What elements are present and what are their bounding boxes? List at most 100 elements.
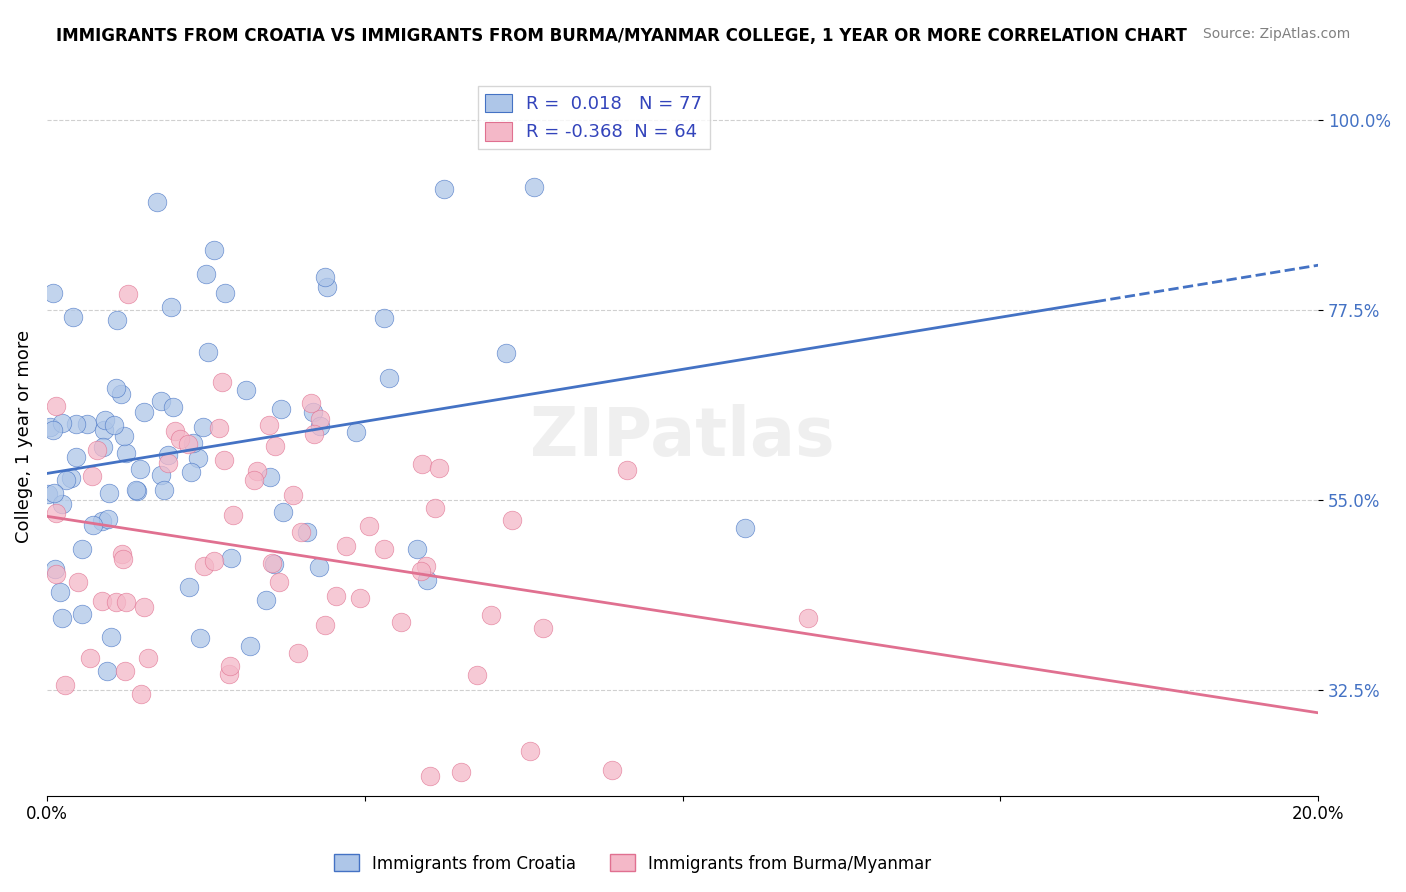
Point: [127, 483, 149, 498]
Point: [91, 440, 114, 454]
Point: [409, 564, 432, 578]
Point: [373, 542, 395, 557]
Point: [349, 591, 371, 605]
Point: [734, 521, 756, 535]
Point: [105, 313, 128, 327]
Point: [214, 286, 236, 301]
Point: [235, 383, 257, 397]
Point: [60, 471, 83, 485]
Point: [86, 443, 108, 458]
Point: [131, 687, 153, 701]
Y-axis label: College, 1 year or more: College, 1 year or more: [15, 330, 32, 543]
Text: ZIPatlas: ZIPatlas: [530, 403, 835, 469]
Point: [270, 401, 292, 416]
Point: [117, 287, 139, 301]
Point: [211, 375, 233, 389]
Point: [98, 485, 121, 500]
Point: [519, 744, 541, 758]
Point: [222, 508, 245, 523]
Point: [51, 416, 73, 430]
Point: [79, 650, 101, 665]
Point: [195, 267, 218, 281]
Point: [299, 396, 322, 410]
Point: [45, 506, 67, 520]
Point: [373, 311, 395, 326]
Point: [93, 424, 115, 438]
Point: [212, 453, 235, 467]
Point: [316, 279, 339, 293]
Point: [308, 412, 330, 426]
Point: [55, 474, 77, 488]
Point: [495, 346, 517, 360]
Point: [138, 650, 160, 665]
Legend: R =  0.018   N = 77, R = -0.368  N = 64: R = 0.018 N = 77, R = -0.368 N = 64: [478, 87, 710, 149]
Text: Source: ZipAtlas.com: Source: ZipAtlas.com: [1202, 27, 1350, 41]
Point: [267, 574, 290, 589]
Point: [42, 423, 65, 437]
Point: [80, 469, 103, 483]
Point: [202, 553, 225, 567]
Point: [304, 426, 326, 441]
Point: [82, 518, 104, 533]
Point: [314, 617, 336, 632]
Point: [188, 631, 211, 645]
Point: [153, 483, 176, 497]
Point: [283, 488, 305, 502]
Point: [45, 399, 67, 413]
Point: [65, 450, 87, 464]
Point: [308, 560, 330, 574]
Point: [193, 420, 215, 434]
Point: [425, 501, 447, 516]
Point: [600, 763, 623, 777]
Point: [264, 439, 287, 453]
Point: [389, 615, 412, 630]
Point: [287, 646, 309, 660]
Point: [239, 639, 262, 653]
Point: [796, 611, 818, 625]
Point: [406, 542, 429, 557]
Point: [42, 485, 65, 500]
Point: [295, 525, 318, 540]
Point: [45, 567, 67, 582]
Point: [134, 599, 156, 614]
Point: [302, 405, 325, 419]
Point: [290, 525, 312, 540]
Point: [111, 547, 134, 561]
Point: [111, 552, 134, 566]
Point: [378, 370, 401, 384]
Point: [256, 593, 278, 607]
Point: [263, 557, 285, 571]
Point: [177, 580, 200, 594]
Point: [76, 417, 98, 431]
Point: [90, 514, 112, 528]
Point: [181, 436, 204, 450]
Point: [112, 429, 135, 443]
Point: [246, 464, 269, 478]
Point: [325, 589, 347, 603]
Point: [219, 551, 242, 566]
Point: [271, 505, 294, 519]
Point: [145, 195, 167, 210]
Point: [411, 457, 433, 471]
Point: [523, 180, 546, 194]
Point: [53, 678, 76, 692]
Point: [105, 594, 128, 608]
Point: [114, 664, 136, 678]
Point: [309, 418, 332, 433]
Point: [37, 487, 59, 501]
Point: [70, 542, 93, 557]
Point: [103, 418, 125, 433]
Point: [157, 448, 180, 462]
Point: [62, 310, 84, 324]
Point: [156, 456, 179, 470]
Point: [44, 562, 66, 576]
Point: [65, 417, 87, 431]
Point: [427, 461, 450, 475]
Point: [416, 573, 439, 587]
Point: [115, 446, 138, 460]
Point: [163, 424, 186, 438]
Point: [335, 539, 357, 553]
Point: [49, 584, 72, 599]
Point: [344, 425, 367, 439]
Point: [314, 270, 336, 285]
